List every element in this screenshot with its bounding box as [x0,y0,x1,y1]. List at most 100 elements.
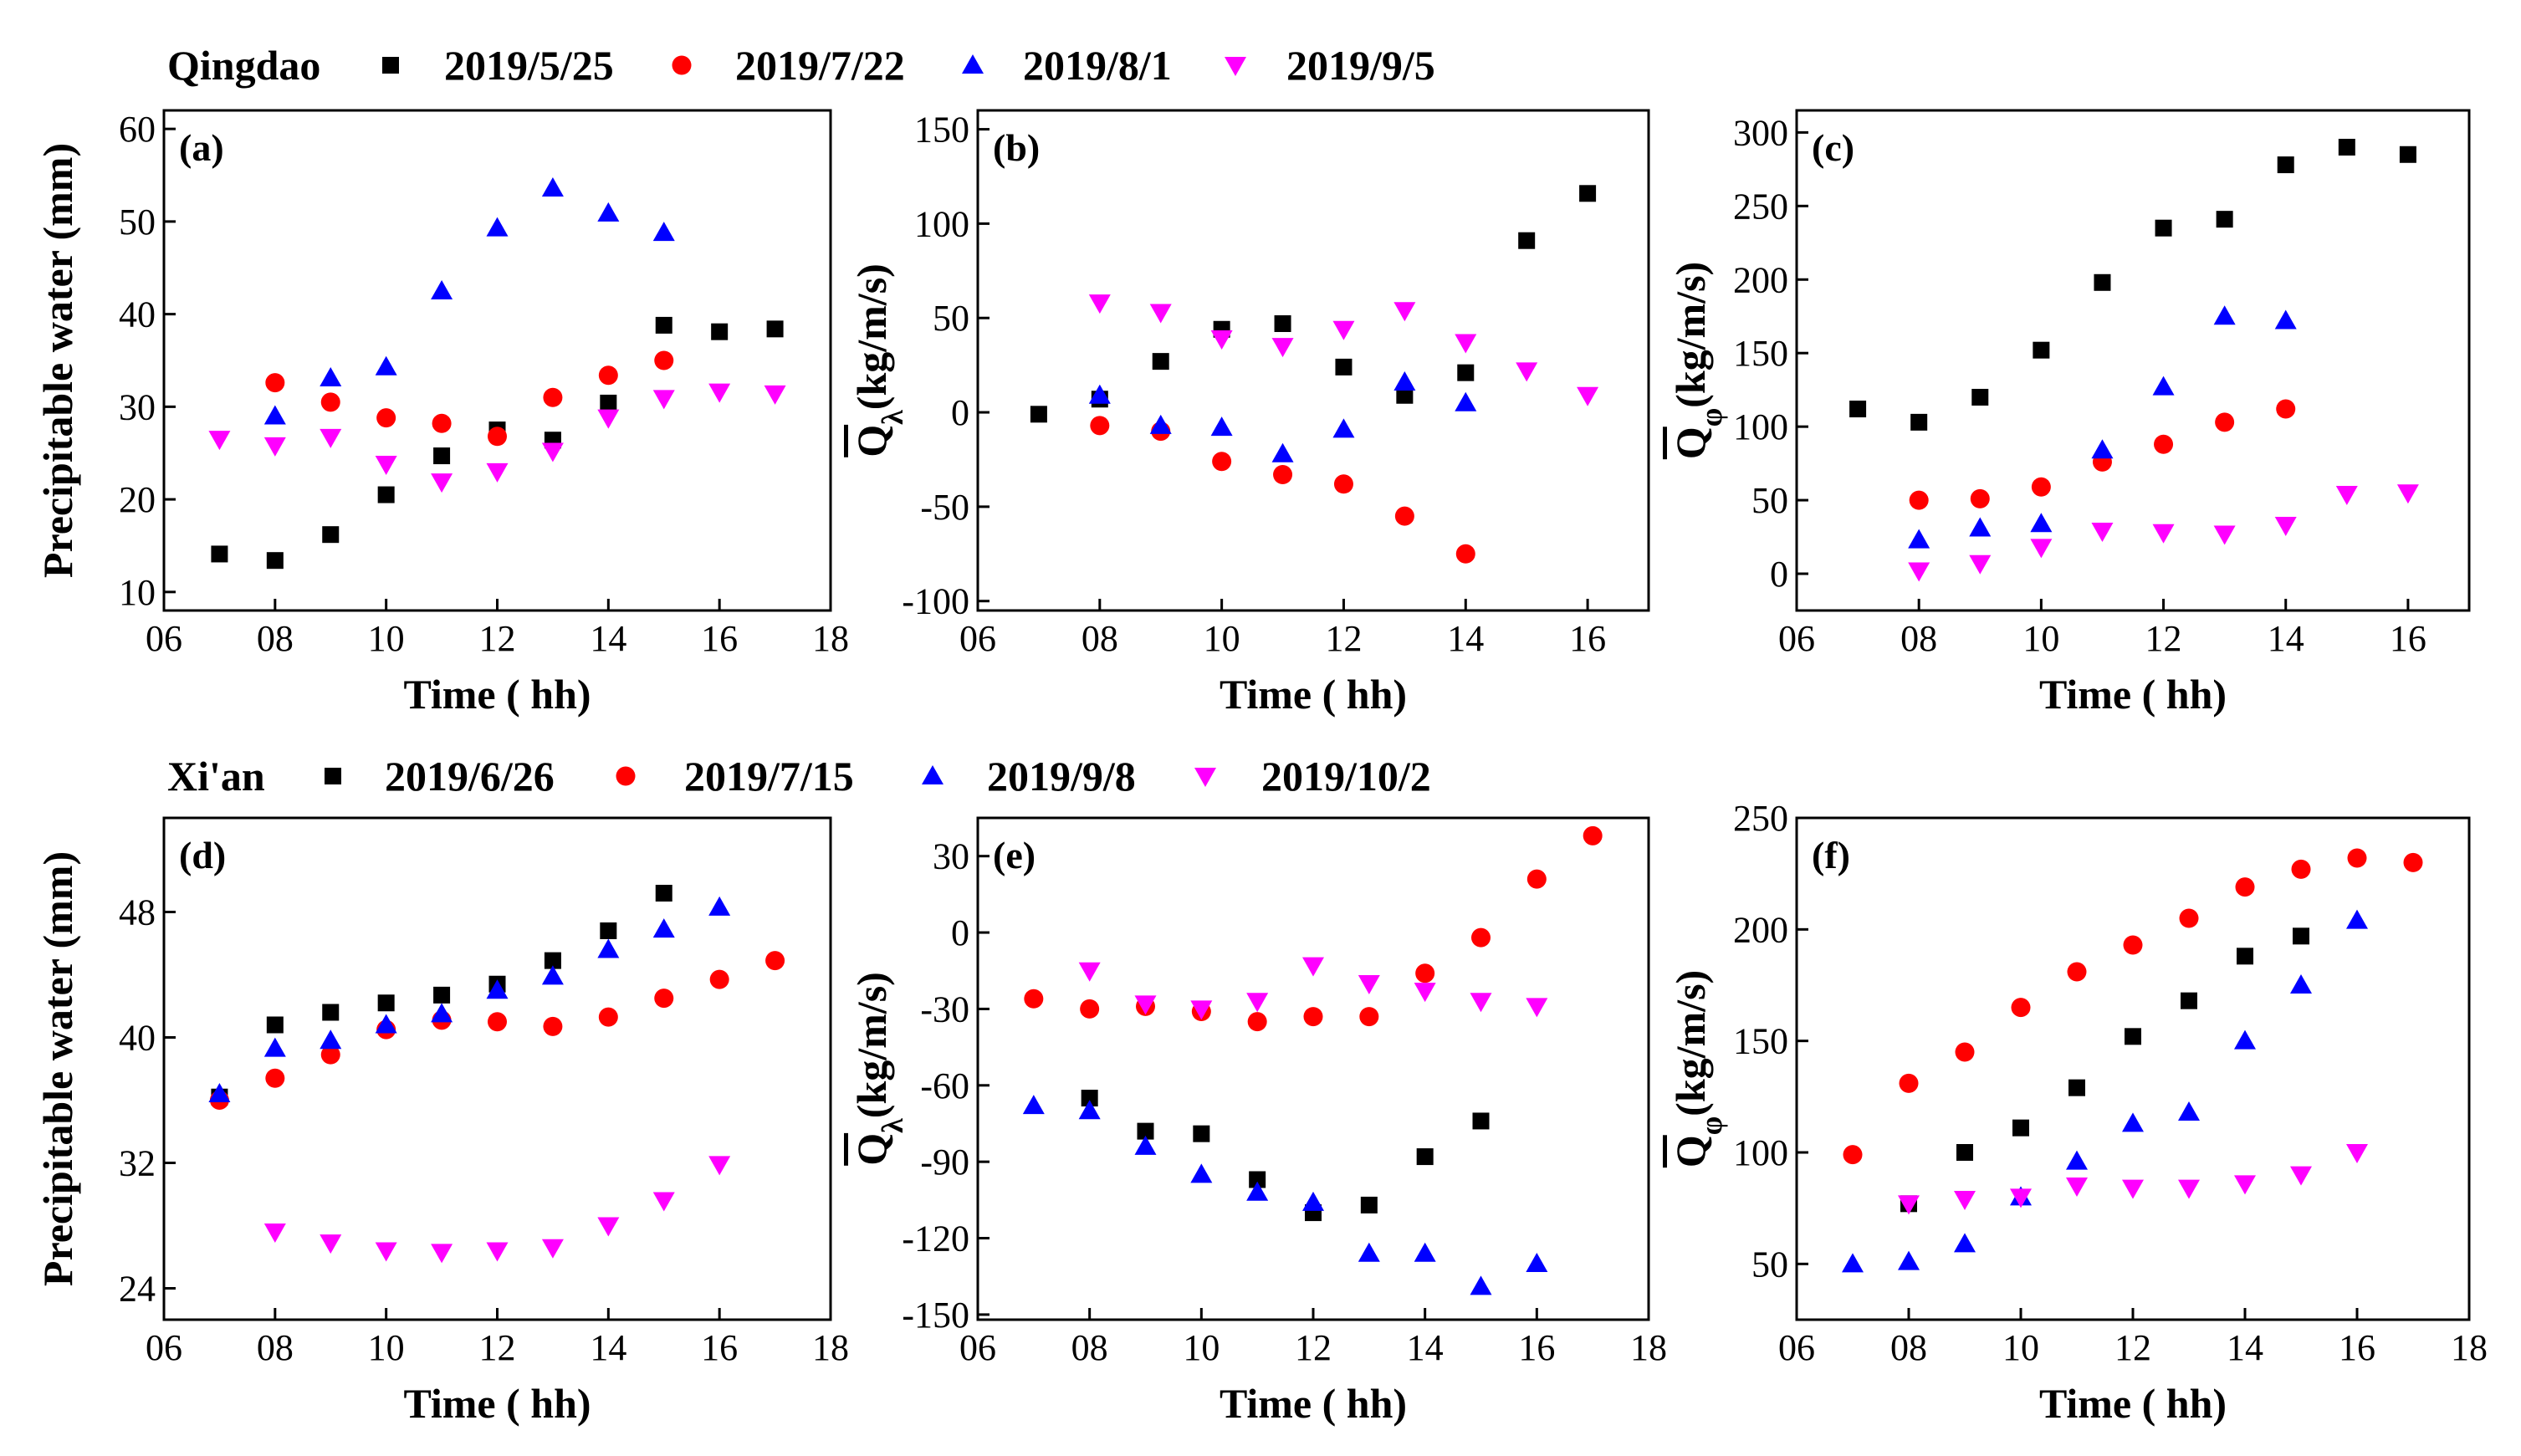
data-point [1190,1000,1213,1020]
data-point [2012,1119,2029,1137]
data-point [708,383,731,403]
data-point [2030,513,2053,533]
data-point [1899,1073,1919,1093]
data-point [2178,1179,2200,1199]
y-tick-label: 150 [1733,333,1788,374]
data-point [1971,388,1989,406]
series-2019/9/5 [1908,484,2419,582]
series-2019/7/15 [209,951,785,1110]
x-tick-label: 08 [1900,618,1937,659]
y-tick-label: 0 [951,912,969,953]
data-point [1898,1250,1920,1270]
y-tick-label: 200 [1733,259,1788,300]
x-tick-label: 08 [257,1327,294,1368]
data-point [2396,484,2419,504]
plot-frame [162,109,832,612]
data-point [597,1217,620,1237]
data-point [2213,305,2236,325]
data-point [1273,465,1293,485]
data-point [2234,1029,2256,1050]
y-tick-label: 50 [1751,480,1788,521]
data-point [2068,1079,2085,1096]
data-point [375,1242,397,1262]
data-point [1471,927,1491,948]
series-2019/10/2 [1898,1144,2368,1215]
data-point [431,279,453,299]
y-axis-label: Qλ(kg/m/s) [848,972,909,1166]
data-point [1393,302,1416,322]
data-point [1898,1195,1920,1215]
x-tick-label: 16 [701,1327,738,1368]
y-tick-label: -50 [920,487,969,528]
y-tick-label: 50 [1751,1244,1788,1285]
y-tick-label: 200 [1733,909,1788,950]
data-point [1969,554,1992,575]
data-point [1457,364,1475,381]
data-point [320,428,342,448]
x-tick-label: 08 [257,618,294,659]
data-point [600,922,617,939]
x-tick-label: 18 [812,618,849,659]
data-point [486,979,509,999]
data-point [488,427,507,447]
data-point [541,1239,564,1259]
x-tick-label: 12 [479,1327,516,1368]
chart-panel-f: 06 08 10 12 14 16 18 250 200 150 100 50 (f) Time ( hh… [1667,798,2488,1427]
data-point [543,1016,563,1036]
data-point [2122,1112,2144,1132]
x-tick-label: 06 [146,1327,182,1368]
data-point [1394,506,1414,526]
data-point [654,989,674,1009]
data-point [1078,962,1101,982]
x-tick-label: 10 [2002,1327,2039,1368]
x-tick-label: 12 [1295,1327,1332,1368]
data-point [1333,474,1353,494]
x-axis-label: Time ( hh) [2039,1380,2227,1427]
series-2019/5/25 [1030,185,1597,423]
data-point [654,350,674,370]
series-2019/5/25 [1849,138,2416,431]
chart-panel-a: 06 08 10 12 14 16 18 10 20 30 40 50 60 (a) Time ( hh) P… [34,109,849,718]
data-point [2125,1028,2141,1045]
data-point [1516,362,1538,382]
data-point [433,447,451,465]
data-point [375,456,397,476]
x-tick-label: 08 [1071,1327,1108,1368]
y-tick-label: -90 [920,1142,969,1183]
y-axis-label: Qφ(kg/m/s) [1667,262,1728,459]
y-tick-label: 0 [951,392,969,433]
x-tick-label: 16 [701,618,738,659]
y-tick-label: 24 [119,1269,156,1310]
panels: 06 08 10 12 14 16 18 10 20 30 40 50 60 (a) Time ( hh) P… [34,109,2488,1427]
x-tick-label: 12 [479,618,516,659]
legend-qingdao: Qingdao 2019/5/25 2019/7/22 2019/8/1 2019/9… [167,42,1435,89]
data-point [1088,294,1111,314]
data-point [431,473,453,493]
y-tick-label: 250 [1733,186,1788,227]
y-axis-label: Precipitable water (mm) [34,143,81,578]
data-point [1416,1148,1434,1166]
data-point [600,394,617,411]
data-point [2291,859,2311,879]
series-2019/9/8 [1022,1095,1548,1295]
data-point [2346,1144,2368,1163]
data-point [1271,442,1294,462]
data-point [2122,1179,2144,1199]
y-tick-label: 250 [1733,798,1788,839]
data-point [2276,399,2296,419]
legend-marker-circle [616,766,636,786]
data-point [1470,1275,1492,1295]
data-point [1335,358,1353,375]
data-point [2152,524,2175,544]
chart-panel-c: 06 08 10 12 14 16 300 250 200 150 100 50 0 (c) Time ( … [1667,109,2471,718]
legend-marker-square [325,768,341,784]
data-point [266,552,284,570]
data-point [1577,386,1599,406]
x-tick-label: 16 [2339,1327,2375,1368]
data-point [2181,992,2197,1009]
data-point [431,1244,453,1264]
legend-label: 2019/7/15 [684,753,854,800]
data-point [541,442,564,462]
data-point [263,1037,286,1057]
data-point [208,1083,231,1102]
